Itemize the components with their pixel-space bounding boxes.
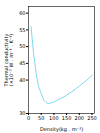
svg-text:150: 150 xyxy=(62,115,72,121)
svg-text:50: 50 xyxy=(19,43,25,49)
svg-text:0: 0 xyxy=(27,115,30,121)
svg-text:200: 200 xyxy=(74,115,84,121)
svg-text:Density(kg . m⁻³): Density(kg . m⁻³) xyxy=(40,126,83,133)
svg-text:250: 250 xyxy=(87,115,97,121)
svg-text:Thermal conductivity(×10⁻³ W .: Thermal conductivity(×10⁻³ W . m⁻¹ . K⁻¹… xyxy=(3,34,14,88)
svg-text:50: 50 xyxy=(38,115,44,121)
svg-text:45: 45 xyxy=(19,60,25,66)
svg-text:30: 30 xyxy=(19,110,25,116)
svg-text:60: 60 xyxy=(19,10,25,16)
svg-text:40: 40 xyxy=(19,77,25,83)
svg-text:100: 100 xyxy=(49,115,59,121)
svg-text:55: 55 xyxy=(19,27,25,33)
